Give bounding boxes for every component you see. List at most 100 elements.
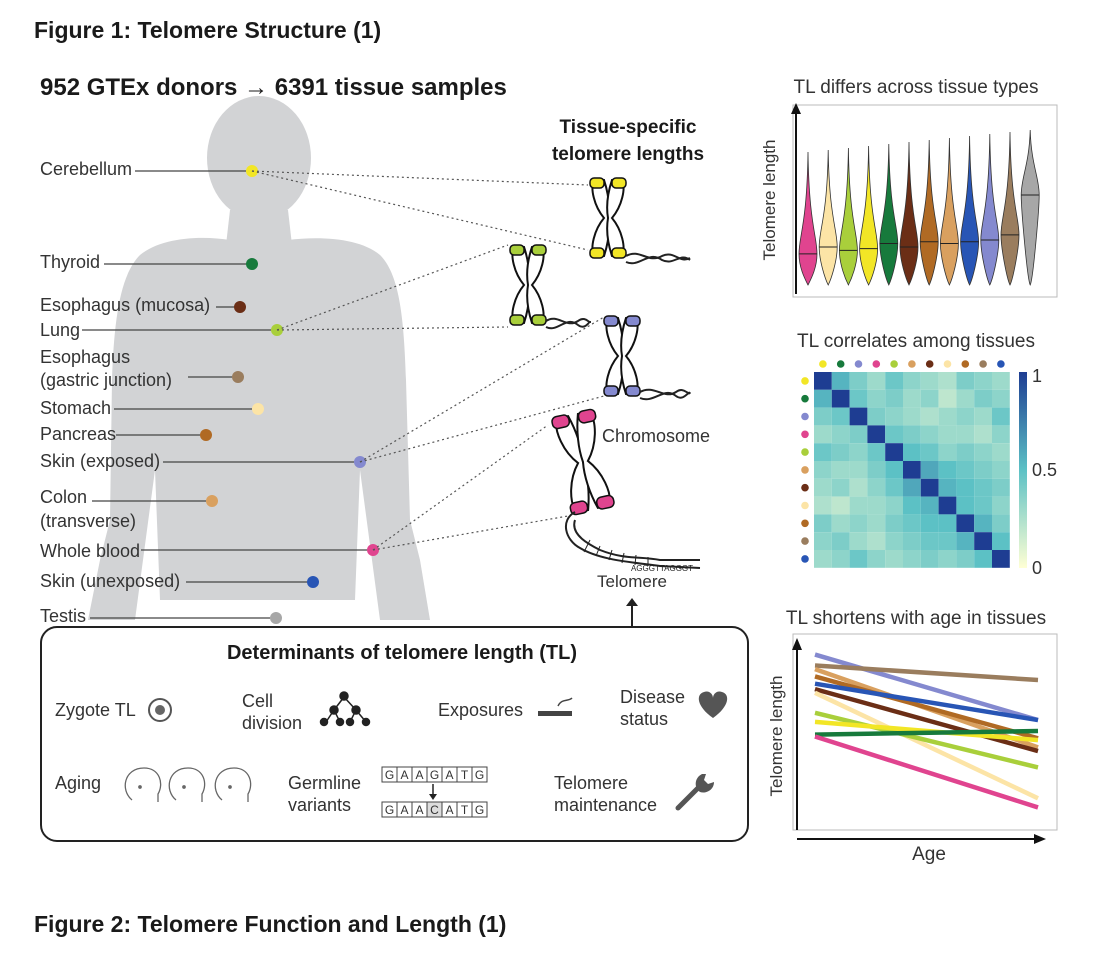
heatmap-cell	[992, 407, 1010, 426]
tissue-dot-stomach	[252, 403, 264, 415]
heatmap-cell	[849, 550, 868, 568]
heatmap-cell	[867, 461, 886, 479]
age-line-9	[814, 728, 1039, 737]
heatmap-cell	[974, 514, 992, 533]
base-letter: G	[385, 768, 394, 782]
heatmap-cell	[814, 461, 832, 479]
heatmap-cell	[992, 372, 1010, 390]
violin-11	[1020, 129, 1040, 286]
heatmap-cell	[903, 514, 921, 533]
heatmap-cell	[903, 407, 921, 426]
heatmap-cell	[814, 532, 832, 550]
base-letter: A	[400, 768, 408, 782]
heatmap-cell	[885, 478, 903, 497]
heatmap-cell	[956, 478, 975, 497]
heatmap-cell	[992, 425, 1010, 444]
main-title: 952 GTEx donors → 6391 tissue samples	[40, 74, 507, 101]
heatmap-cell	[814, 407, 832, 426]
heatmap-cell	[885, 514, 903, 533]
age-line-7	[814, 710, 1039, 770]
heatmap-cell	[903, 443, 921, 461]
heatmap-cell	[920, 550, 939, 568]
tissue-dot-skin_unexposed	[307, 576, 319, 588]
heatmap-cell	[867, 478, 886, 497]
heatmap-col-dot	[925, 360, 934, 368]
heatmap-cell	[956, 372, 975, 390]
heatmap-cell	[956, 496, 975, 515]
heatmap-cell	[885, 389, 903, 408]
chromosome-yellow	[589, 177, 691, 265]
base-letter: A	[445, 803, 453, 817]
heatmap-row-dot	[801, 466, 809, 474]
heatmap-cell	[974, 407, 992, 426]
heatmap-cell	[814, 389, 832, 408]
violin-1	[818, 149, 838, 286]
heatmap-cell	[885, 550, 903, 568]
heatmap-cell	[938, 514, 957, 533]
heatmap-cell	[992, 461, 1010, 479]
tissue-label-lung: Lung	[40, 320, 80, 340]
base-box	[471, 766, 488, 783]
figure1-heading: Figure 1: Telomere Structure (1)	[34, 17, 382, 43]
heatmap-cell	[867, 443, 886, 461]
violin-plot	[798, 129, 1040, 286]
age-line-10	[814, 734, 1039, 810]
base-letter: C	[430, 803, 439, 817]
heatmap-row-dot	[801, 519, 809, 528]
base-letter: G	[475, 803, 484, 817]
base-letter: A	[415, 768, 423, 782]
heatmap-cell	[814, 478, 832, 497]
heatmap-cell	[849, 514, 868, 533]
heatmap-cell	[938, 461, 957, 479]
zygote-label: Zygote TL	[55, 700, 136, 720]
base-letter: A	[400, 803, 408, 817]
violin-8	[960, 135, 980, 286]
heatmap-cell	[867, 532, 886, 550]
heatmap-cell	[938, 372, 957, 390]
tissue-label-colon-1: (transverse)	[40, 511, 136, 531]
violin-7	[939, 137, 959, 286]
figure2-heading: Figure 2: Telomere Function and Length (…	[34, 911, 507, 937]
heatmap-cell	[867, 389, 886, 408]
tissue-specific-title-line2: telomere lengths	[552, 144, 704, 165]
tissue-dot-esoph_mucosa	[234, 301, 246, 313]
heatmap-cell	[867, 496, 886, 515]
heatmap-cell	[992, 478, 1010, 497]
heatmap-cell	[903, 550, 921, 568]
heatmap-row-dot	[801, 448, 809, 456]
heatmap-cell	[992, 550, 1010, 568]
human-silhouette	[88, 96, 430, 621]
heatmap-cell	[974, 478, 992, 497]
heatmap-cell	[867, 550, 886, 568]
tissue-labels: Cerebellum Thyroid Esophagus (mucosa) Lung E…	[40, 159, 379, 626]
age-line-5	[814, 686, 1039, 754]
telomere-label: Telomere	[597, 572, 667, 591]
germline-label-1: Germline	[288, 773, 361, 793]
heatmap-cell	[831, 514, 850, 533]
heatmap-row-dot	[801, 537, 809, 545]
violin-10	[1000, 131, 1020, 286]
violin-ylabel: Telomere length	[760, 140, 779, 261]
chromosome-lavender	[603, 315, 691, 401]
heatmap-cell	[831, 443, 850, 461]
violin-5	[899, 141, 919, 286]
heatmap-cell	[831, 550, 850, 568]
heatmap-row-dot	[801, 394, 809, 403]
tissue-label-esoph_gastric: Esophagus	[40, 347, 130, 367]
base-letter: T	[461, 803, 469, 817]
age-lines	[814, 652, 1039, 810]
colorbar-label-low: 0	[1032, 558, 1042, 578]
heatmap-cell	[867, 425, 886, 444]
heatmap-col-dot	[872, 360, 881, 368]
tissue-label-pancreas: Pancreas	[40, 424, 116, 444]
heatmap-cell	[974, 389, 992, 408]
heatmap-cell	[885, 496, 903, 515]
tissue-dot-pancreas	[200, 429, 212, 441]
telomere-maintenance-label-2: maintenance	[554, 795, 657, 815]
disease-status-label-2: status	[620, 709, 668, 729]
heatmap-row-dot	[801, 430, 809, 439]
heatmap-cell	[903, 425, 921, 444]
heatmap-cell	[903, 478, 921, 497]
tissue-label-skin_unexposed: Skin (unexposed)	[40, 571, 180, 591]
